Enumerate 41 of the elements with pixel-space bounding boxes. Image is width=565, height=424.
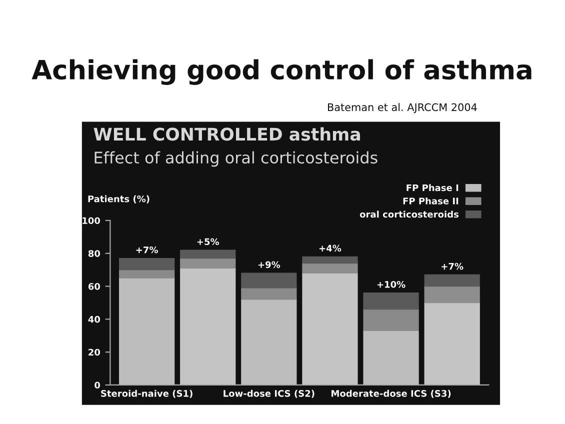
legend-label: FP Phase II — [403, 197, 458, 204]
bar — [363, 292, 419, 310]
bar — [180, 250, 236, 259]
bar — [118, 258, 175, 270]
bar — [118, 269, 175, 278]
y-tick-label: 100 — [82, 217, 100, 224]
y-tick-label: 60 — [88, 283, 100, 290]
legend-label: oral corticosteroids — [360, 210, 459, 218]
bar — [424, 302, 480, 385]
bar — [302, 272, 358, 385]
bar — [363, 330, 419, 385]
chart-title: Achieving good control of asthma — [32, 59, 532, 85]
bar — [241, 288, 297, 300]
y-tick-label: 40 — [88, 316, 100, 323]
bar — [118, 278, 175, 385]
bar — [241, 299, 297, 385]
bar — [424, 286, 480, 304]
text: Effect of adding oral corticosteroids — [94, 151, 378, 167]
data-label: +10% — [377, 280, 406, 288]
bar — [363, 308, 419, 332]
bar — [180, 258, 236, 269]
data-label: +4% — [319, 244, 342, 252]
x-tick-label: Low-dose ICS (S2) — [224, 390, 314, 398]
data-label: +7% — [136, 246, 158, 254]
x-tick-label: Moderate-dose ICS (S3) — [332, 390, 451, 398]
bar — [302, 256, 358, 264]
data-label: +5% — [197, 238, 220, 246]
y-tick-label: 0 — [94, 382, 100, 389]
data-label: +7% — [442, 262, 464, 270]
bar — [180, 268, 236, 385]
x-tick-label: Steroid-naive (S1) — [101, 390, 192, 398]
y-tick-label: 80 — [88, 250, 100, 257]
y-axis-title: Patients (%) — [88, 195, 150, 204]
legend-label: FP Phase I — [406, 184, 458, 192]
data-label: +9% — [258, 261, 280, 268]
bar — [241, 272, 297, 288]
chart-subtitle: WELL CONTROLLED asthma — [94, 127, 360, 141]
bar — [302, 262, 358, 274]
y-tick-label: 20 — [88, 348, 100, 356]
text: Bateman et al. AJRCCM 2004 — [328, 103, 477, 114]
bar — [424, 274, 480, 287]
